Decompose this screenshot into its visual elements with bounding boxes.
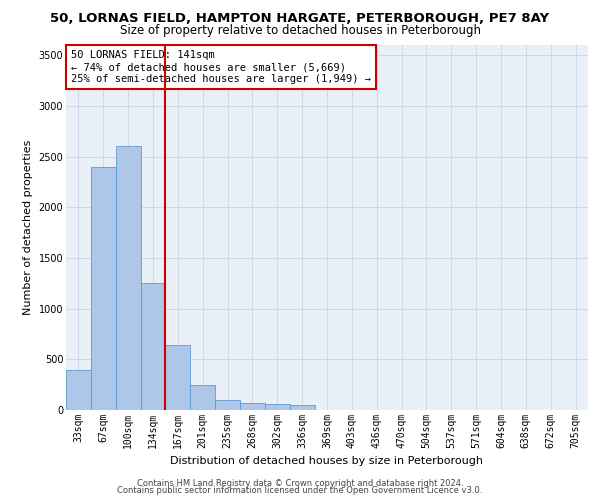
Bar xyxy=(215,400,240,410)
Bar xyxy=(190,384,215,410)
Bar xyxy=(290,405,314,410)
Bar xyxy=(240,403,265,410)
Text: 50, LORNAS FIELD, HAMPTON HARGATE, PETERBOROUGH, PE7 8AY: 50, LORNAS FIELD, HAMPTON HARGATE, PETER… xyxy=(50,12,550,26)
Bar xyxy=(91,166,116,410)
Bar xyxy=(265,404,290,410)
Bar xyxy=(140,284,166,410)
Bar xyxy=(166,345,190,410)
Y-axis label: Number of detached properties: Number of detached properties xyxy=(23,140,33,315)
X-axis label: Distribution of detached houses by size in Peterborough: Distribution of detached houses by size … xyxy=(170,456,484,466)
Text: Contains HM Land Registry data © Crown copyright and database right 2024.: Contains HM Land Registry data © Crown c… xyxy=(137,478,463,488)
Text: Size of property relative to detached houses in Peterborough: Size of property relative to detached ho… xyxy=(119,24,481,37)
Text: Contains public sector information licensed under the Open Government Licence v3: Contains public sector information licen… xyxy=(118,486,482,495)
Bar xyxy=(116,146,140,410)
Text: 50 LORNAS FIELD: 141sqm
← 74% of detached houses are smaller (5,669)
25% of semi: 50 LORNAS FIELD: 141sqm ← 74% of detache… xyxy=(71,50,371,84)
Bar xyxy=(66,370,91,410)
